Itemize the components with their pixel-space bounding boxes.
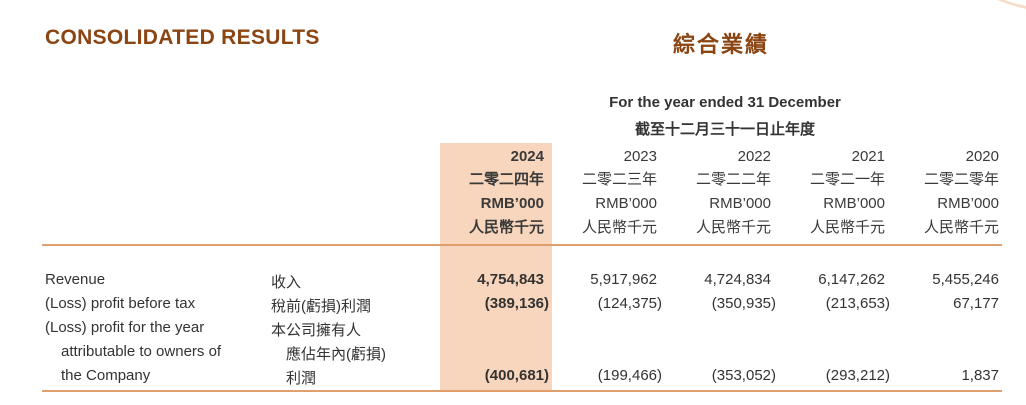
table-cell: (124,375): [597, 295, 662, 312]
column-unit-zh: 人民幣千元: [923, 219, 999, 236]
row-label-loss-for-year-zh: 利潤: [286, 370, 317, 387]
column-year-zh: 二零二三年: [581, 171, 657, 188]
table-cell: 67,177: [953, 295, 999, 312]
table-cell: (199,466): [597, 367, 662, 384]
table-cell: 5,917,962: [590, 271, 657, 288]
current-year-highlight: [440, 143, 552, 391]
column-header-2023: 2023 二零二三年 RMB’000 人民幣千元: [545, 148, 657, 240]
column-header-2024: 2024 二零二四年 RMB’000 人民幣千元: [432, 148, 544, 240]
column-unit: RMB’000: [480, 195, 544, 212]
decorative-corner-arc: [946, 0, 1026, 13]
row-label-loss-for-year: the Company: [61, 367, 151, 384]
column-unit: RMB’000: [595, 195, 657, 212]
page-title-en: CONSOLIDATED RESULTS: [45, 26, 320, 49]
table-cell: (353,052): [711, 367, 776, 384]
header-divider: [42, 244, 1002, 246]
column-year-zh: 二零二零年: [923, 171, 999, 188]
column-unit-zh: 人民幣千元: [695, 219, 771, 236]
table-cell: 4,754,843: [477, 271, 544, 288]
row-label-revenue: Revenue: [45, 271, 106, 288]
period-heading-zh: 截至十二月三十一日止年度: [634, 121, 815, 138]
row-label-loss-for-year: attributable to owners of: [61, 343, 222, 360]
column-unit-zh: 人民幣千元: [581, 219, 657, 236]
table-cell: 6,147,262: [818, 271, 885, 288]
column-year-zh: 二零二四年: [468, 171, 544, 188]
row-label-loss-for-year-zh: 應佔年內(虧損): [286, 346, 386, 363]
column-year-zh: 二零二一年: [809, 171, 885, 188]
row-label-loss-for-year: (Loss) profit for the year: [45, 319, 205, 336]
column-year: 2021: [851, 148, 885, 165]
column-header-2022: 2022 二零二二年 RMB’000 人民幣千元: [659, 148, 771, 240]
table-cell: (389,136): [484, 295, 549, 312]
column-unit: RMB’000: [823, 195, 885, 212]
table-cell: 1,837: [961, 367, 999, 384]
column-header-2020: 2020 二零二零年 RMB’000 人民幣千元: [887, 148, 999, 240]
table-cell: (350,935): [711, 295, 776, 312]
column-unit: RMB’000: [937, 195, 999, 212]
table-cell: (400,681): [484, 367, 549, 384]
column-unit: RMB’000: [709, 195, 771, 212]
page-title-zh: 綜合業績: [673, 32, 770, 57]
column-unit-zh: 人民幣千元: [468, 219, 544, 236]
row-label-loss-before-tax-zh: 稅前(虧損)利潤: [271, 298, 371, 315]
row-label-loss-before-tax: (Loss) profit before tax: [45, 295, 196, 312]
period-heading-en: For the year ended 31 December: [609, 94, 841, 111]
column-year: 2024: [510, 148, 544, 165]
table-cell: 5,455,246: [932, 271, 999, 288]
row-label-loss-for-year-zh: 本公司擁有人: [271, 322, 362, 339]
column-year: 2020: [965, 148, 999, 165]
column-year: 2023: [623, 148, 657, 165]
column-unit-zh: 人民幣千元: [809, 219, 885, 236]
table-cell: 4,724,834: [704, 271, 771, 288]
column-header-2021: 2021 二零二一年 RMB’000 人民幣千元: [773, 148, 885, 240]
table-bottom-divider: [42, 390, 1002, 392]
table-cell: (213,653): [825, 295, 890, 312]
column-year: 2022: [737, 148, 771, 165]
row-label-revenue-zh: 收入: [271, 274, 302, 291]
table-cell: (293,212): [825, 367, 890, 384]
column-year-zh: 二零二二年: [695, 171, 771, 188]
